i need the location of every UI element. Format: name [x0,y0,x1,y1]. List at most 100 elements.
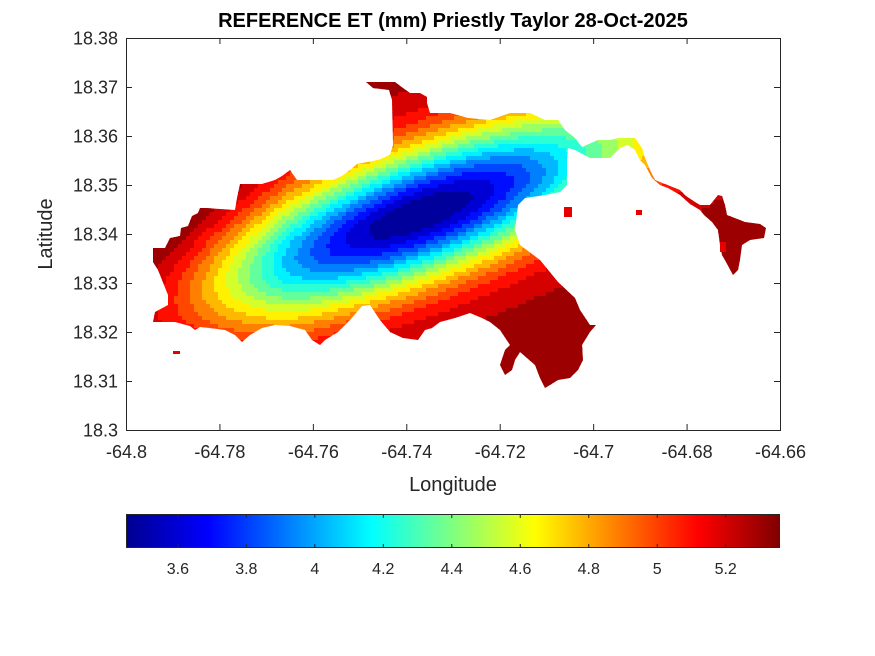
contour-cell [298,200,303,205]
contour-cell [418,160,423,165]
contour-cell [550,136,555,141]
contour-cell [434,204,439,209]
contour-cell [390,156,395,161]
contour-cell [354,180,359,185]
contour-cell [326,180,331,185]
contour-cell [334,192,339,197]
contour-cell [594,152,599,157]
contour-cell [358,180,363,185]
contour-cell [402,196,407,201]
contour-cell [322,184,327,189]
contour-cell [490,200,495,205]
contour-cell [554,132,559,137]
contour-cell [510,116,515,121]
contour-cell [510,172,515,177]
contour-cell [398,108,403,113]
contour-cell [354,192,359,197]
contour-cell [486,188,491,193]
contour-cell [450,196,455,201]
contour-cell [402,188,407,193]
contour-cell [334,184,339,189]
contour-cell [446,168,451,173]
contour-cell [702,204,707,209]
contour-cell [454,144,459,149]
contour-cell [438,164,443,169]
contour-cell [522,152,527,157]
contour-cell [538,184,543,189]
contour-cell [430,176,435,181]
contour-cell [554,144,559,149]
contour-cell [714,200,719,205]
contour-cell [410,132,415,137]
contour-cell [350,168,355,173]
contour-cell [474,188,479,193]
contour-cell [322,192,327,197]
contour-cell [554,120,559,125]
contour-cell [470,124,475,129]
contour-cell [482,188,487,193]
contour-cell [470,144,475,149]
contour-cell [502,140,507,145]
contour-cell [290,192,295,197]
contour-cell [450,140,455,145]
contour-cell [490,124,495,129]
contour-cell [522,112,527,117]
contour-cell [306,180,311,185]
contour-cell [398,200,403,205]
contour-cell [578,144,583,149]
contour-cell [306,184,311,189]
contour-cell [406,124,411,129]
contour-cell [290,204,295,209]
contour-cell [310,180,315,185]
contour-cell [446,160,451,165]
contour-cell [518,192,523,197]
contour-cell [274,188,279,193]
contour-cell [558,160,563,165]
contour-cell [454,192,459,197]
contour-cell [526,112,531,117]
contour-cell [434,124,439,129]
contour-cell [494,184,499,189]
contour-cell [526,132,531,137]
contour-cell [634,144,639,149]
contour-cell [446,120,451,125]
contour-cell [430,164,435,169]
contour-cell [490,164,495,169]
contour-cell [434,188,439,193]
contour-cell [258,184,263,189]
contour-cell [426,116,431,121]
contour-cell [414,192,419,197]
contour-cell [482,176,487,181]
contour-cell [694,204,699,209]
contour-cell [426,168,431,173]
contour-cell [390,108,395,113]
contour-cell [402,176,407,181]
contour-cell [498,176,503,181]
contour-cell [558,176,563,181]
contour-cell [410,140,415,145]
contour-cell [414,136,419,141]
contour-cell [522,196,527,201]
contour-cell [498,168,503,173]
contour-cell [586,144,591,149]
contour-cell [310,200,315,205]
contour-cell [634,140,639,145]
contour-cell [562,180,567,185]
contour-cell [482,180,487,185]
contour-cell [378,188,383,193]
contour-cell [414,92,419,97]
contour-cell [310,196,315,201]
contour-cell [502,148,507,153]
contour-cell [562,176,567,181]
contour-cell [382,82,387,85]
contour-cell [334,188,339,193]
contour-cell [526,156,531,161]
contour-cell [506,124,511,129]
contour-cell [258,204,263,209]
contour-cell [370,82,375,85]
contour-cell [358,164,363,169]
contour-cell [258,192,263,197]
contour-cell [410,184,415,189]
contour-cell [514,112,519,117]
contour-cell [278,200,283,205]
